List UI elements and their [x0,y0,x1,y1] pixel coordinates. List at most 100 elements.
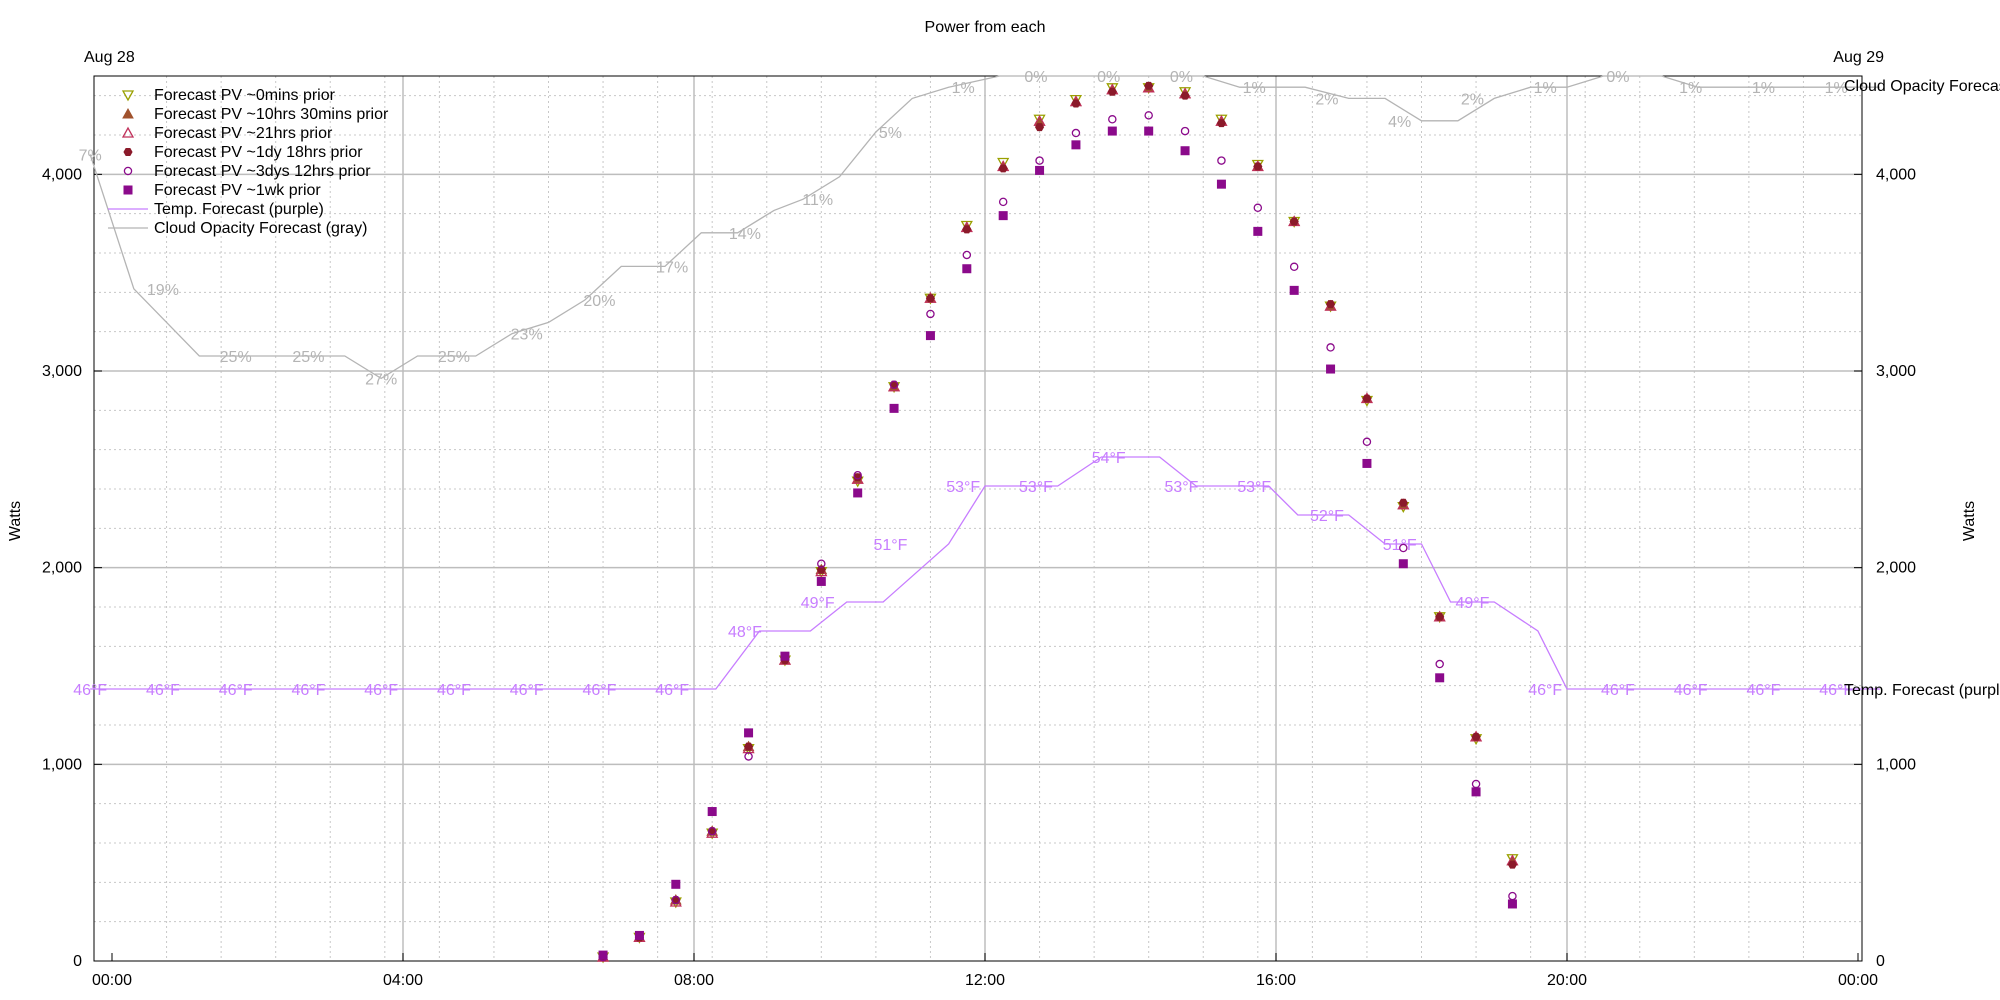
data-point [889,380,899,390]
data-point [1325,300,1336,309]
legend-label: Forecast PV ~1dy 18hrs prior [154,144,363,161]
data-point [926,309,935,319]
y-tick-label-left: 2,000 [42,560,82,577]
x-tick-label: 08:00 [674,972,714,989]
cloud-opacity-label: 23% [511,327,543,344]
data-point [1398,559,1408,569]
temperature-label: 46°F [1674,682,1708,699]
temperature-label: 46°F [1528,682,1562,699]
data-point [671,895,681,905]
legend-marker [123,185,133,195]
legend-item: Forecast PV ~10hrs 30mins prior [122,106,389,123]
x-tick-label: 04:00 [383,972,423,989]
cloud-opacity-label: 0% [1097,69,1120,86]
data-point [1362,394,1372,403]
data-point [1508,891,1517,901]
legend-label: Forecast PV ~1wk prior [154,182,321,199]
data-point [598,950,608,960]
data-point [853,470,862,480]
data-point [1035,165,1045,175]
legend-label: Forecast PV ~0mins prior [154,87,336,104]
x-tick-label: 20:00 [1547,972,1587,989]
data-point [744,728,754,738]
temperature-label: 46°F [510,682,544,699]
data-point [998,211,1008,221]
data-point [1144,126,1154,136]
y-tick-label-right: 0 [1876,953,1885,970]
data-point [1507,860,1518,869]
temperature-label: 46°F [146,682,180,699]
legend-item: Forecast PV ~1dy 18hrs prior [123,144,363,161]
data-point [707,826,717,836]
temperature-label: 53°F [1237,479,1271,496]
data-point [707,807,717,817]
y-tick-label-right: 3,000 [1876,363,1916,380]
data-point [998,197,1008,207]
data-point [1108,115,1117,124]
data-point [817,559,826,568]
date-label-left: Aug 28 [84,49,135,66]
grid-lines [94,76,1862,961]
series-4 [598,81,1518,962]
data-point [1253,162,1263,171]
data-point [1435,673,1445,683]
temperature-label: 46°F [1601,682,1635,699]
legend-label: Temp. Forecast (purple) [154,201,324,218]
data-point [816,576,826,586]
temperature-label: 46°F [219,682,253,699]
data-point [1289,285,1299,295]
cloud-opacity-label: 5% [879,125,902,142]
x-tick-label: 12:00 [965,972,1005,989]
data-point [889,403,899,413]
data-point [1035,156,1044,165]
data-point [997,157,1010,169]
cloud-opacity-label: 1% [1752,80,1775,97]
y-axis-title-right: Watts [1961,501,1978,541]
cloud-opacity-label: 1% [1243,80,1266,97]
right-series-labels: Cloud Opacity Forecas Temp. Forecast (pur… [1844,78,2000,699]
legend-marker [123,166,133,176]
data-point [962,250,972,260]
series-1 [596,83,1519,964]
data-point [1216,119,1227,128]
x-tick-label: 00:00 [1838,972,1878,989]
cloud-opacity-label: 25% [220,349,252,366]
data-point [1180,146,1190,156]
legend-item: Forecast PV ~3dys 12hrs prior [123,163,371,180]
cloud-opacity-label: 1% [1679,80,1702,97]
data-point [1107,126,1117,136]
data-point [1507,899,1517,909]
cloud-opacity-label: 1% [952,80,975,97]
legend-item: Forecast PV ~21hrs prior [121,125,333,142]
axes: 0 0 1,000 1,000 2,000 2,000 3,000 3,000 4,000 4,0… [42,75,1916,989]
legend: Forecast PV ~0mins prior Forecast PV ~10h… [108,87,389,237]
cloud-opacity-label: 0% [1024,69,1047,86]
x-tick-label: 00:00 [92,972,132,989]
legend-label: Forecast PV ~21hrs prior [154,125,333,142]
data-point [744,752,753,761]
data-point [925,331,935,341]
y-tick-label-left: 0 [73,953,82,970]
cloud-opacity-label: 0% [1606,69,1629,86]
data-point [1471,732,1481,741]
cloud-opacity-label: 19% [147,282,179,299]
data-point [1471,787,1481,797]
temperature-label: 49°F [1455,595,1489,612]
data-point [1289,217,1299,226]
data-point [1144,81,1154,90]
legend-marker [123,148,133,156]
legend-marker [122,107,134,119]
legend-item: Temp. Forecast (purple) [108,201,324,218]
data-point [925,294,936,303]
data-point [1107,87,1117,96]
data-point [853,488,863,498]
legend-marker [121,90,135,102]
legend-item: Forecast PV ~0mins prior [121,87,336,104]
data-point [1217,156,1226,165]
y-tick-label-right: 1,000 [1876,756,1916,773]
cloud-opacity-label: 11% [802,192,833,209]
temperature-label: 49°F [801,595,835,612]
temperature-label: 54°F [1092,450,1126,467]
temperature-label: 53°F [946,479,980,496]
temperature-line [90,456,1880,690]
